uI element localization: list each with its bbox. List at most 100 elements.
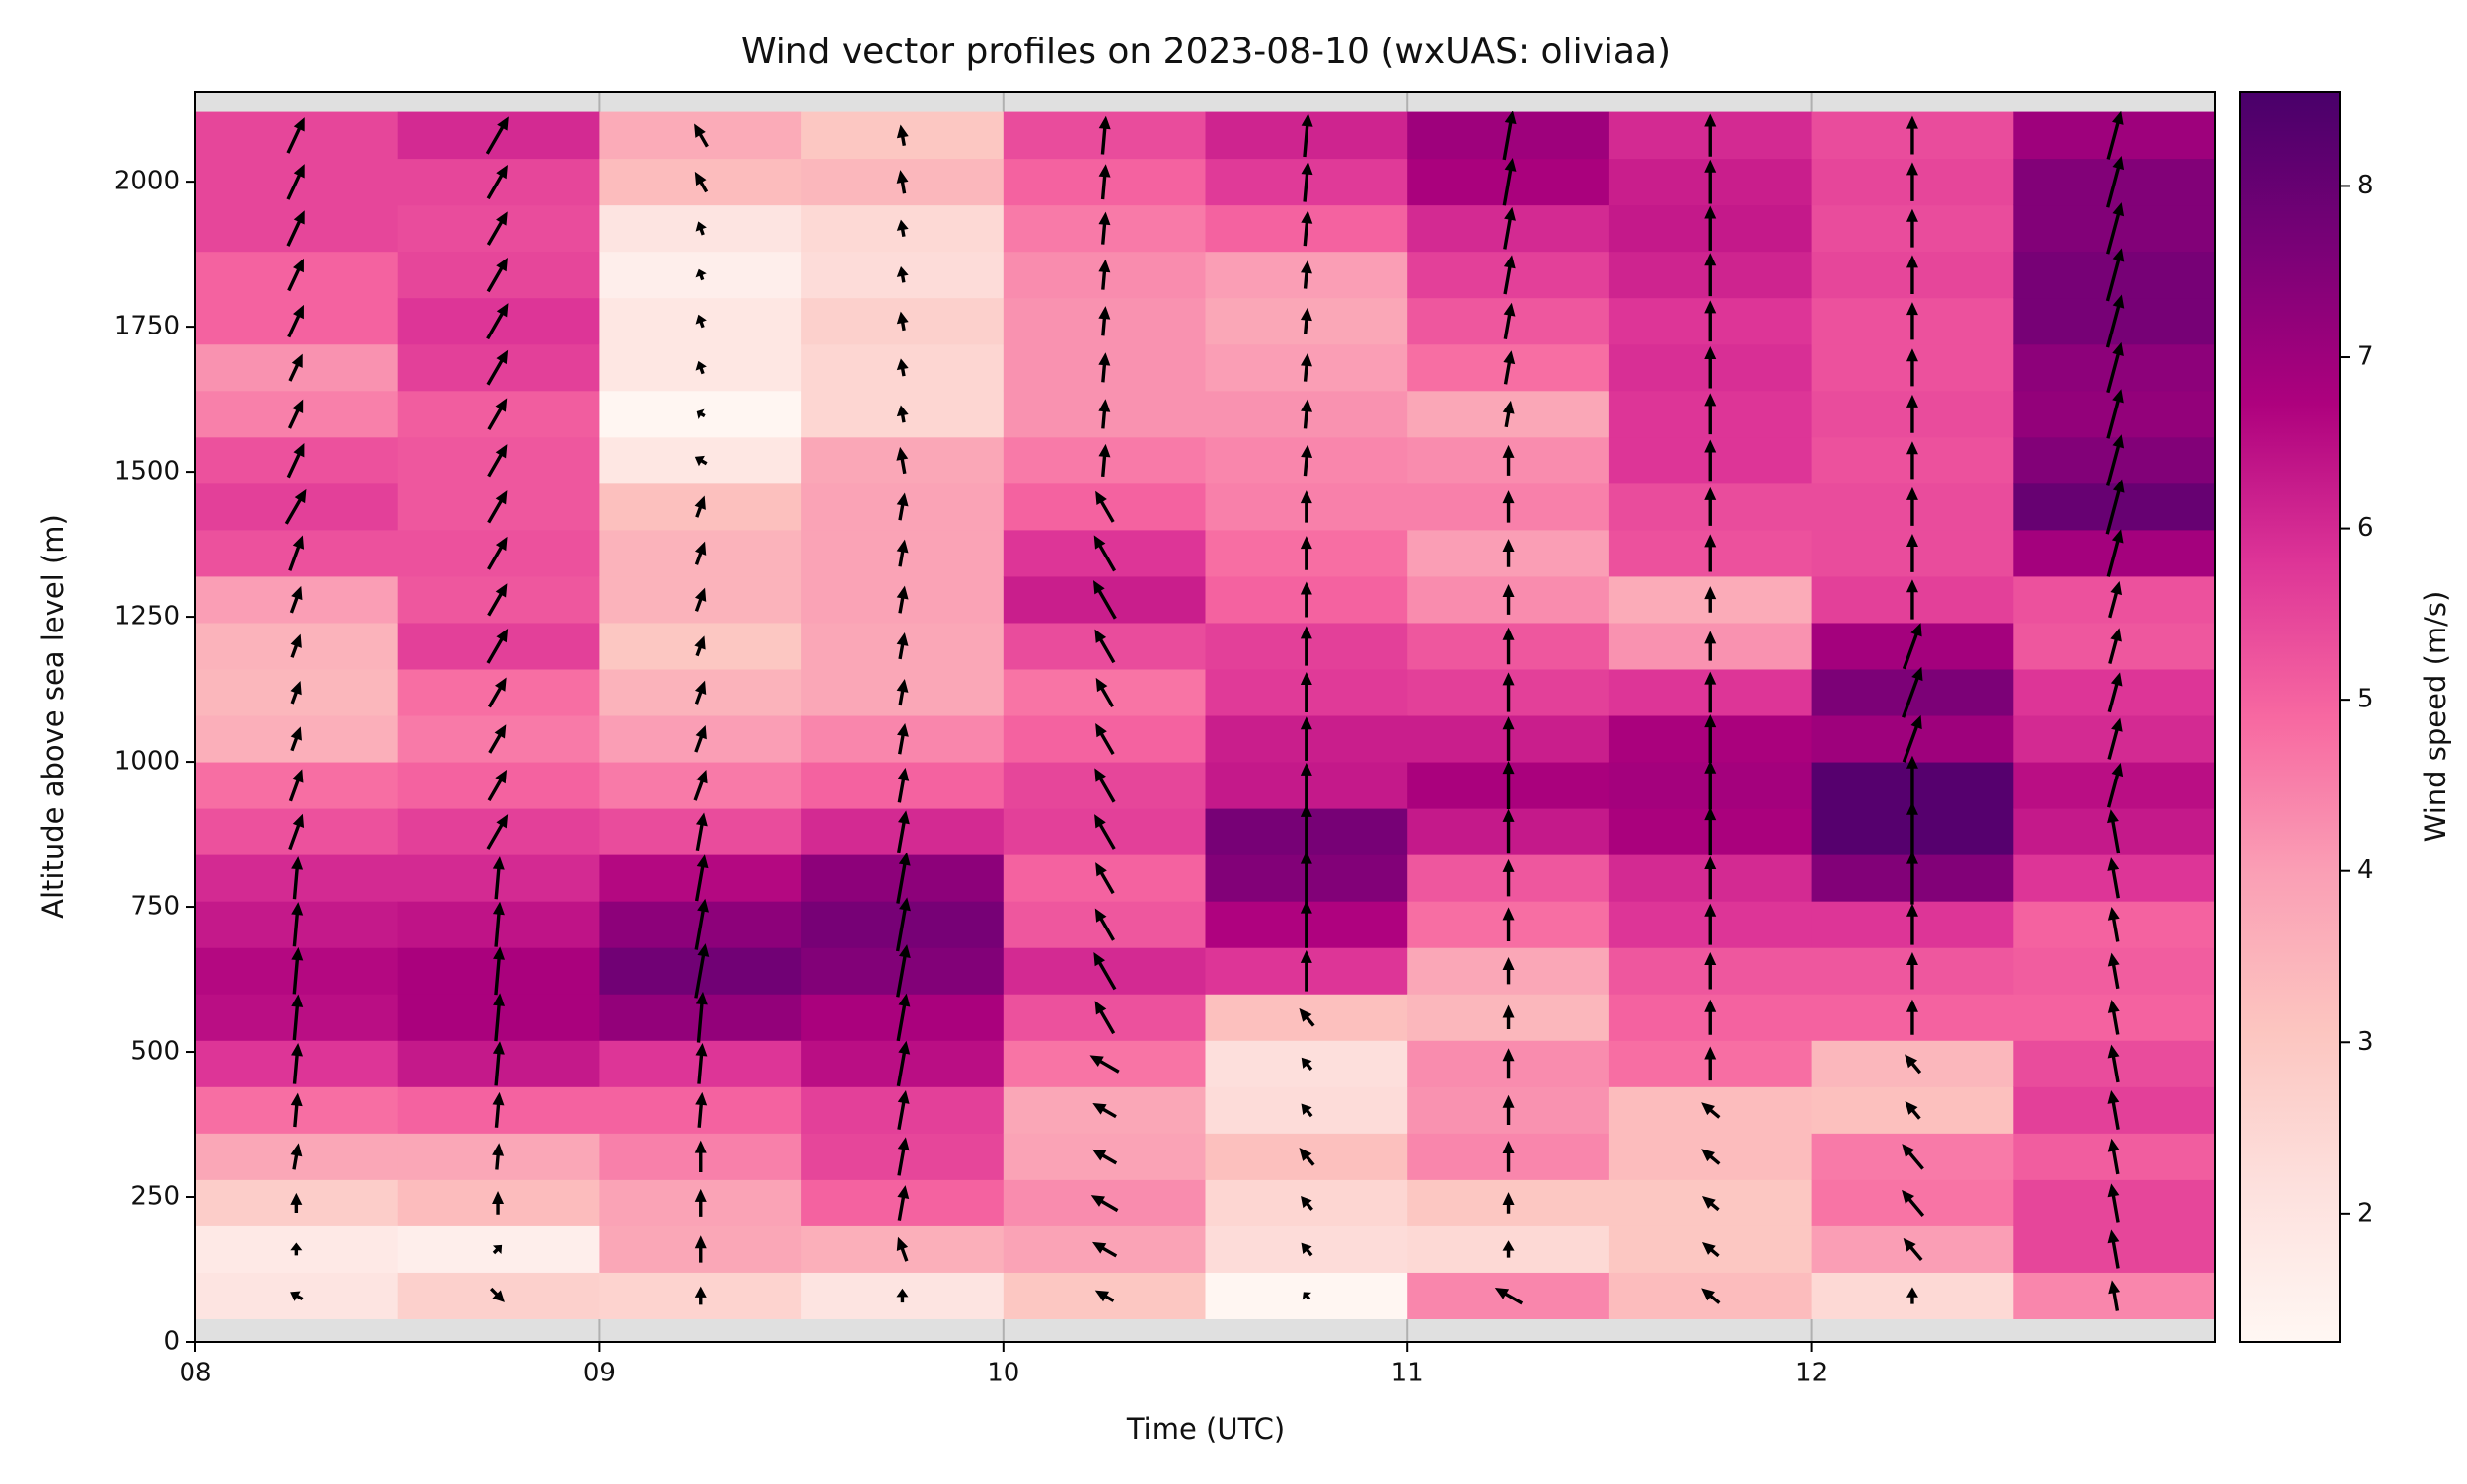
y-axis-label: Altitude above sea level (m) [37,514,70,919]
wind-arrow [1906,302,1918,340]
wind-arrow [1906,533,1918,572]
wind-arrow [1098,352,1111,383]
x-tick-label: 12 [1795,1359,1828,1388]
wind-arrow [1094,1001,1116,1035]
wind-arrow [1704,714,1717,764]
wind-arrow [1701,1149,1721,1165]
colorbar-tick-label: 3 [2357,1027,2374,1057]
wind-arrow [896,585,909,614]
wind-arrow [492,1091,505,1128]
wind-arrow [896,405,909,423]
wind-arrow [2107,1044,2120,1083]
wind-arrow [1704,999,1717,1035]
wind-arrow [896,679,909,706]
y-tick-label: 0 [163,1327,180,1357]
wind-arrow [1301,444,1313,477]
y-tick-label: 1500 [114,457,180,486]
wind-arrow [290,1143,303,1170]
wind-arrow [1502,716,1515,761]
wind-arrow [284,488,307,525]
wind-arrow [1095,490,1115,523]
wind-arrow [486,629,509,664]
wind-arrow [1502,1240,1515,1258]
wind-arrow [286,210,305,247]
wind-arrow [694,1286,707,1305]
wind-arrow [291,902,304,947]
wind-arrow [487,490,508,524]
wind-arrow [695,221,707,236]
wind-arrow [1701,1288,1721,1304]
wind-arrow [291,994,304,1041]
wind-arrow [1502,539,1515,567]
wind-arrow [696,408,706,419]
wind-arrow [1502,627,1515,665]
wind-arrow [1301,1196,1313,1211]
wind-arrow [896,539,909,567]
wind-arrow [1093,952,1117,991]
wind-arrow [694,123,709,148]
wind-arrow [290,633,302,658]
wind-arrow [1094,629,1116,664]
wind-arrow [291,1042,304,1084]
wind-arrow [1906,115,1918,155]
wind-arrow [286,443,305,479]
wind-arrow [2105,479,2125,535]
wind-arrow [2106,156,2125,208]
x-tick-label: 08 [179,1359,211,1388]
wind-arrow [1502,907,1515,941]
wind-arrow [286,164,305,200]
wind-arrow [287,399,304,429]
wind-arrow [1094,908,1115,941]
wind-arrow [1503,350,1516,385]
colorbar-tick-label: 7 [2357,342,2374,372]
wind-arrow [1098,211,1111,245]
wind-arrow [694,455,708,467]
wind-arrow [1704,586,1717,613]
wind-arrow [695,1091,708,1128]
wind-arrow [487,583,508,617]
wind-arrow [1502,111,1517,161]
wind-arrow [1704,113,1717,157]
wind-arrow [2108,628,2122,665]
colorbar-tick-label: 8 [2357,171,2374,200]
wind-arrow [1098,164,1111,200]
wind-arrow [1704,1046,1717,1081]
wind-arrow [895,897,911,952]
wind-arrow [695,268,707,281]
wind-arrow [1502,1094,1515,1125]
plot-frame [194,91,2216,1343]
wind-arrow [1300,851,1312,905]
wind-arrow [492,1143,505,1170]
wind-arrow [695,360,707,375]
wind-arrow [290,681,302,705]
wind-arrow [1906,441,1918,480]
wind-arrow [290,1192,303,1213]
wind-arrow [486,211,508,246]
wind-arrow [287,304,304,338]
wind-arrow [1704,346,1717,389]
wind-arrow [1906,755,1918,815]
wind-arrow [1300,536,1312,570]
wind-arrow [2108,581,2123,619]
wind-arrow [493,946,506,996]
wind-arrow [1906,394,1918,433]
wind-arrow [1704,856,1717,900]
colorbar-tick-label: 2 [2357,1198,2374,1227]
wind-arrow [1502,490,1515,523]
wind-arrow [896,446,909,475]
wind-arrow [1903,1237,1923,1262]
wind-arrow [1902,714,1922,763]
wind-arrow [1098,306,1111,336]
wind-arrow [1301,1103,1313,1118]
wind-arrow [694,1140,707,1173]
wind-arrow [1301,161,1313,202]
wind-arrow [1300,900,1312,948]
wind-arrow [1502,761,1515,810]
wind-arrow [1502,1192,1515,1214]
wind-arrow [1701,1195,1720,1212]
wind-arrow [1704,300,1717,342]
wind-arrow [694,635,706,657]
wind-arrow [1300,671,1312,713]
wind-arrow [2107,717,2123,760]
wind-arrow [1503,255,1516,295]
